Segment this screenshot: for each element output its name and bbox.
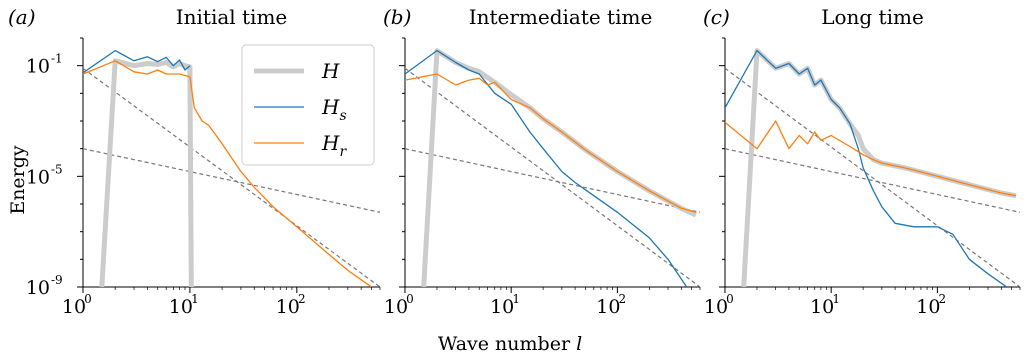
x-tick-label: 10 (596, 296, 620, 318)
y-axis-label: Energy (7, 145, 29, 215)
x-tick-exponent: 2 (298, 292, 306, 306)
y-tick-label: 10 (26, 56, 50, 78)
x-tick-exponent: 2 (939, 292, 947, 306)
series-line-h-s (405, 49, 688, 287)
y-tick-exponent: -1 (51, 52, 63, 66)
legend-label-subscript: r (339, 144, 347, 160)
x-tick-exponent: 1 (832, 292, 840, 306)
x-tick-exponent: 0 (406, 292, 414, 306)
x-tick-label: 10 (276, 296, 300, 318)
x-tick-label: 10 (384, 296, 408, 318)
reference-line (83, 67, 380, 287)
reference-line (725, 67, 1020, 287)
x-axis-label: Wave number l (438, 333, 582, 355)
panel-title: Initial time (176, 5, 288, 29)
x-axis-label-text: Wave number (438, 333, 576, 355)
x-tick-label: 10 (704, 296, 728, 318)
x-tick-label: 10 (916, 296, 940, 318)
x-tick-exponent: 2 (619, 292, 627, 306)
panel-label: (c) (703, 5, 730, 29)
x-tick-exponent: 1 (191, 292, 199, 306)
x-tick-label: 10 (490, 296, 514, 318)
y-tick-exponent: -9 (51, 273, 63, 287)
panel-label: (a) (8, 5, 36, 29)
x-axis-label-symbol: l (576, 333, 582, 355)
y-tick-label: 10 (26, 277, 50, 299)
series-line-h-r (83, 60, 372, 287)
series-line-h-r (405, 73, 697, 213)
x-tick-exponent: 0 (726, 292, 734, 306)
legend-label-subscript: s (339, 108, 346, 124)
legend-label: H (321, 59, 340, 83)
x-tick-label: 10 (810, 296, 834, 318)
panel-label: (b) (383, 5, 411, 29)
x-tick-exponent: 0 (84, 292, 92, 306)
y-tick-label: 10 (26, 166, 50, 188)
series-line-h-s (83, 49, 191, 74)
series-line-h (741, 48, 1017, 287)
y-tick-exponent: -5 (51, 162, 63, 176)
x-tick-label: 10 (169, 296, 193, 318)
series-line-h-s (725, 49, 1008, 287)
series-line-h-r (725, 120, 1017, 197)
reference-line (405, 148, 700, 213)
legend-box (241, 44, 375, 166)
reference-line (725, 148, 1020, 213)
panel-title: Intermediate time (469, 5, 653, 29)
panel-title: Long time (821, 5, 924, 29)
x-tick-exponent: 1 (512, 292, 520, 306)
x-tick-label: 10 (62, 296, 86, 318)
reference-line (83, 148, 380, 213)
reference-line (405, 67, 700, 287)
series-line-h (99, 58, 194, 287)
